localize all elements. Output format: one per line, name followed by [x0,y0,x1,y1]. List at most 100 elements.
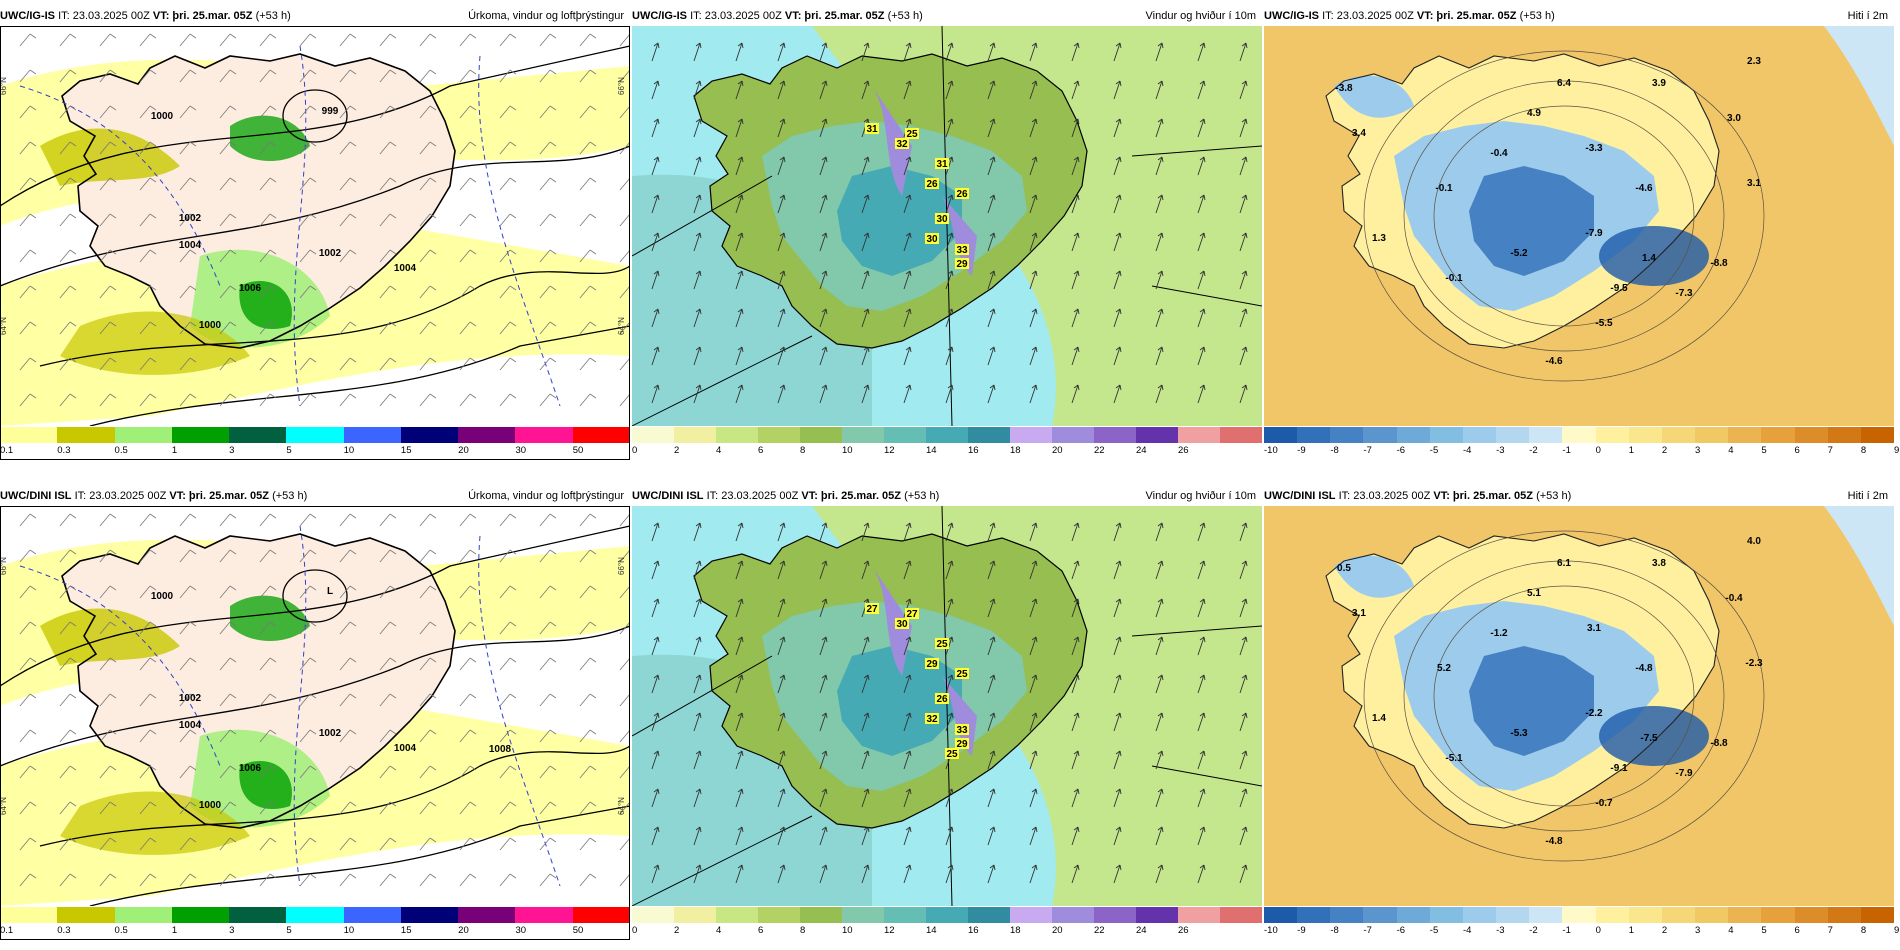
temperature-label: 1.4 [1642,253,1656,264]
colorbar-tick: -7 [1363,925,1372,936]
temperature-label: -4.6 [1545,356,1563,367]
panel-header: UWC/IG-IS IT: 23.03.2025 00Z VT: þri. 25… [1264,8,1894,24]
map-panel-temp-1: UWC/DINI ISL IT: 23.03.2025 00Z VT: þri.… [1264,488,1899,948]
lead-time: (+53 h) [887,10,923,22]
colorbar-swatch [758,427,800,443]
colorbar-swatch [458,907,516,923]
colorbar-ticks: 0 2 4 6 8 10 12 14 16 18 20 22 24 26 [632,925,1262,937]
colorbar-tick: -8 [1330,445,1339,456]
colorbar-swatch [1052,907,1094,923]
colorbar-swatch [57,907,115,923]
colorbar-swatch [1094,907,1136,923]
colorbar-swatch [229,907,287,923]
colorbar-tick: 0 [632,925,638,936]
colorbar-tick: -6 [1396,925,1406,936]
panel-title: Hiti í 2m [1847,490,1888,502]
panel-title: Úrkoma, vindur og loftþrýstingur [468,10,624,22]
colorbar-swatch [842,907,884,923]
valid-time: VT: þri. 25.mar. 05Z [1433,490,1534,502]
model-name: UWC/IG-IS [0,10,55,22]
temperature-label: 3.9 [1652,78,1666,89]
colorbar-ticks: 0 2 4 6 8 10 12 14 16 18 20 22 24 26 [632,445,1262,457]
colorbar-swatch [515,427,573,443]
colorbar-swatch [1562,907,1596,923]
colorbar-swatch [1220,427,1262,443]
colorbar-tick: 10 [343,445,355,456]
temperature-label: -0.1 [1445,273,1463,284]
precip-map-canvas: 999 1000 1002 1004 1004 1002 1000 1006 66°N 64°N 6… [0,26,630,426]
panel-header: UWC/DINI ISL IT: 23.03.2025 00Z VT: þri.… [1264,488,1894,504]
colorbar-tick: 2 [674,925,680,936]
colorbar-swatch [674,907,716,923]
colorbar-swatch [1297,427,1331,443]
temperature-label: -4.8 [1635,663,1653,674]
latitude-label: 64°N [0,797,8,815]
colorbar-swatch [800,427,842,443]
precip-map-canvas: L 1000 1002 1004 1004 1002 1000 1006 1008 66°N 64°… [0,506,630,906]
colorbar-swatch [1220,907,1262,923]
colorbar-ticks: 0.1 0.3 0.5 1 3 5 10 15 20 30 50 [0,445,630,457]
colorbar-tick: -9 [1297,445,1306,456]
colorbar-tick: -10 [1264,445,1278,456]
colorbar-swatch [884,907,926,923]
gust-label: 30 [935,213,949,225]
svg-text:26: 26 [956,189,968,200]
colorbar-tick: 10 [842,925,853,936]
gust-label: 32 [895,138,909,150]
temperature-label: -3.3 [1585,143,1603,154]
temperature-label: 5.2 [1437,663,1451,674]
colorbar-swatch [968,427,1010,443]
colorbar-swatch [1396,907,1430,923]
colorbar-tick: 22 [1094,925,1105,936]
gust-label: 29 [955,258,969,270]
colorbar-tick: 6 [1794,925,1800,936]
colorbar-swatch [1761,427,1795,443]
colorbar-swatch [1761,907,1795,923]
colorbar-swatch [842,427,884,443]
temperature-label: -1.2 [1490,628,1508,639]
svg-text:29: 29 [956,259,968,270]
colorbar-swatch [286,427,344,443]
map-panel-precip-1: UWC/DINI ISL IT: 23.03.2025 00Z VT: þri.… [0,488,630,948]
colorbar-swatch [1827,427,1861,443]
model-name: UWC/IG-IS [1264,10,1319,22]
init-time: IT: 23.03.2025 00Z [1338,490,1431,502]
gust-label: 31 [865,123,879,135]
colorbar-swatch [632,427,674,443]
colorbar-tick: 5 [1761,445,1767,456]
temperature-label: 6.4 [1557,78,1571,89]
svg-text:26: 26 [936,694,948,705]
temperature-label: -9.1 [1610,763,1628,774]
panel-header: UWC/IG-IS IT: 23.03.2025 00Z VT: þri. 25… [0,8,630,24]
gust-label: 29 [925,658,939,670]
panel-title: Vindur og hviður í 10m [1145,10,1256,22]
temp-colorbar [1264,427,1894,443]
colorbar-tick: 0 [1595,925,1601,936]
valid-time: VT: þri. 25.mar. 05Z [784,10,885,22]
isobar-label: 1002 [179,213,202,224]
temperature-label: -7.5 [1640,733,1658,744]
colorbar-swatch [1462,907,1497,923]
valid-time: VT: þri. 25.mar. 05Z [801,490,902,502]
init-time: IT: 23.03.2025 00Z [74,490,167,502]
colorbar-swatch [1429,427,1463,443]
colorbar-tick: 0.3 [57,445,71,456]
colorbar-tick: 0 [1595,445,1601,456]
colorbar-tick: 5 [286,445,292,456]
colorbar-swatch [1827,907,1861,923]
colorbar-swatch [1496,907,1530,923]
colorbar-swatch [1695,907,1729,923]
temp-map-canvas: 0.5 4.0 3.1 5.1 6.1 3.8 -0.4 -1.2 3.1 -2.3 5.2 -4.8… [1264,506,1894,906]
svg-text:31: 31 [936,159,948,170]
colorbar-tick: 3 [229,925,235,936]
colorbar-tick: -1 [1562,925,1571,936]
colorbar-swatch [1595,907,1629,923]
lead-time: (+53 h) [1519,10,1555,22]
colorbar-tick: 20 [458,925,469,936]
colorbar-tick: 4 [716,925,722,936]
colorbar-tick: -5 [1429,445,1439,456]
temperature-label: -7.3 [1675,288,1693,299]
temperature-label: -8.8 [1710,738,1728,749]
temperature-label: 0.5 [1337,563,1351,574]
lead-time: (+53 h) [904,490,940,502]
